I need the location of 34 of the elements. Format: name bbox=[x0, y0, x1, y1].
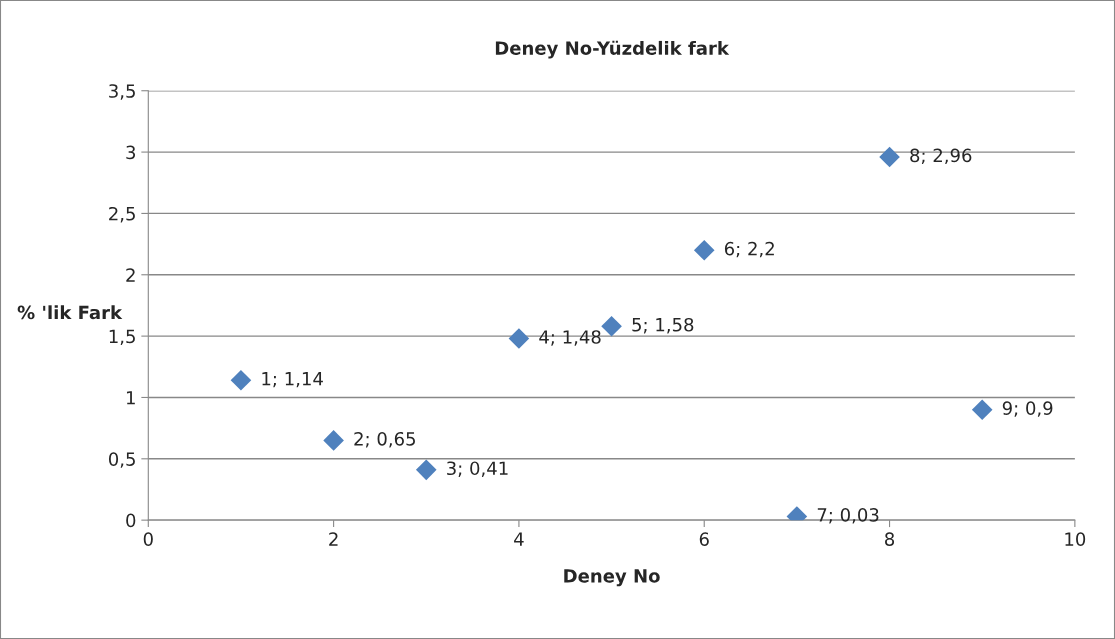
text: 4; 1,48 bbox=[539, 330, 601, 346]
y-tick-label: 1 bbox=[126, 391, 135, 405]
y-tick-label: 3 bbox=[126, 145, 136, 160]
text: 6; 2,2 bbox=[724, 241, 774, 258]
text: 9; 0,9 bbox=[1002, 401, 1053, 417]
x-tick-label: 2 bbox=[329, 532, 338, 546]
y-tick-label: 0 bbox=[126, 513, 136, 528]
y-tick-label: 1,5 bbox=[109, 329, 135, 346]
chart-title: Deney No-Yüzdelik fark bbox=[495, 40, 730, 59]
text: 3; 0,41 bbox=[447, 461, 508, 477]
point bbox=[601, 316, 622, 337]
x-axis-title: Deney No bbox=[564, 569, 660, 587]
point bbox=[879, 146, 900, 168]
point bbox=[971, 399, 993, 421]
text: 5; 1,58 bbox=[632, 317, 694, 334]
point bbox=[693, 239, 715, 261]
text: 1; 1,14 bbox=[262, 372, 323, 388]
y-tick-label: 0,5 bbox=[108, 452, 135, 468]
x-tick-label: 4 bbox=[514, 532, 524, 546]
x-tick-label: 0 bbox=[143, 532, 153, 546]
point bbox=[230, 369, 252, 391]
text: 8; 2,96 bbox=[910, 148, 972, 165]
point bbox=[415, 459, 437, 481]
x-tick-label: 8 bbox=[885, 532, 895, 546]
y-tick-label: 2 bbox=[126, 268, 135, 282]
x-tick-label: 6 bbox=[699, 532, 709, 546]
y-tick-label: 2,5 bbox=[109, 206, 135, 223]
point bbox=[323, 430, 344, 451]
y-tick-label: 3,5 bbox=[109, 84, 135, 100]
text: 2; 0,65 bbox=[354, 431, 415, 448]
point bbox=[508, 328, 530, 349]
text: 7; 0,03 bbox=[817, 508, 879, 524]
y-axis-title: % 'lik Fark bbox=[17, 305, 123, 320]
x-tick-label: 10 bbox=[1065, 532, 1086, 546]
